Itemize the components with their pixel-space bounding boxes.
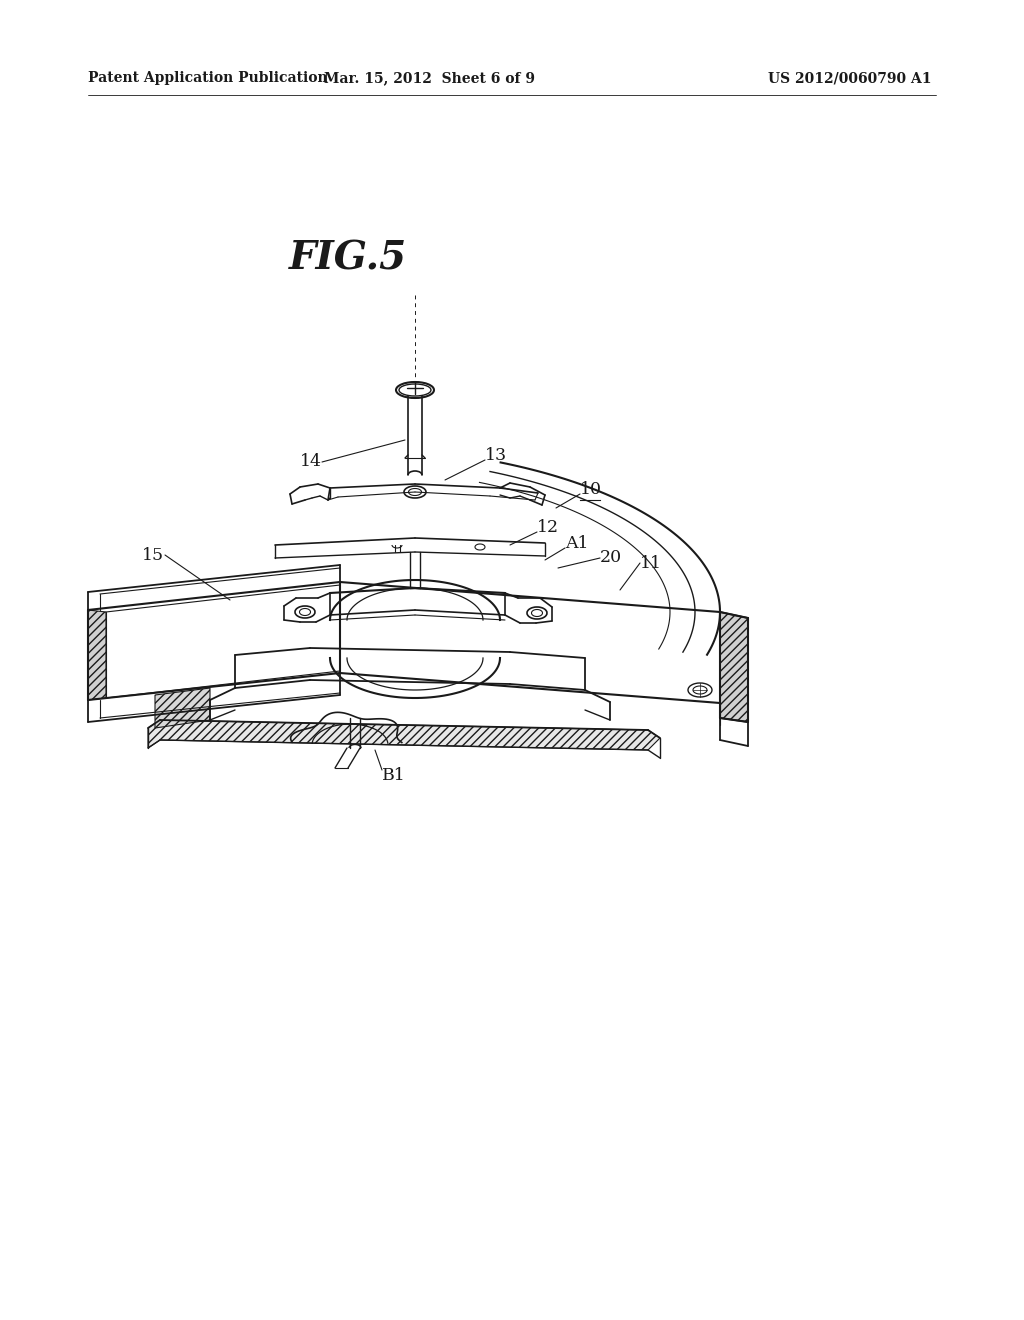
Text: 20: 20 <box>600 549 623 566</box>
Polygon shape <box>720 612 748 722</box>
Polygon shape <box>88 610 106 700</box>
Text: FIG.5: FIG.5 <box>289 239 408 277</box>
Text: Patent Application Publication: Patent Application Publication <box>88 71 328 84</box>
Text: B1: B1 <box>382 767 406 784</box>
Polygon shape <box>148 719 660 750</box>
Text: Mar. 15, 2012  Sheet 6 of 9: Mar. 15, 2012 Sheet 6 of 9 <box>325 71 536 84</box>
Text: A1: A1 <box>565 535 589 552</box>
Text: 11: 11 <box>640 554 662 572</box>
Text: 15: 15 <box>142 546 164 564</box>
Text: 10: 10 <box>580 482 602 499</box>
Text: US 2012/0060790 A1: US 2012/0060790 A1 <box>768 71 932 84</box>
Text: 12: 12 <box>537 520 559 536</box>
Text: 14: 14 <box>300 454 322 470</box>
Text: 13: 13 <box>485 446 507 463</box>
Polygon shape <box>155 688 210 729</box>
